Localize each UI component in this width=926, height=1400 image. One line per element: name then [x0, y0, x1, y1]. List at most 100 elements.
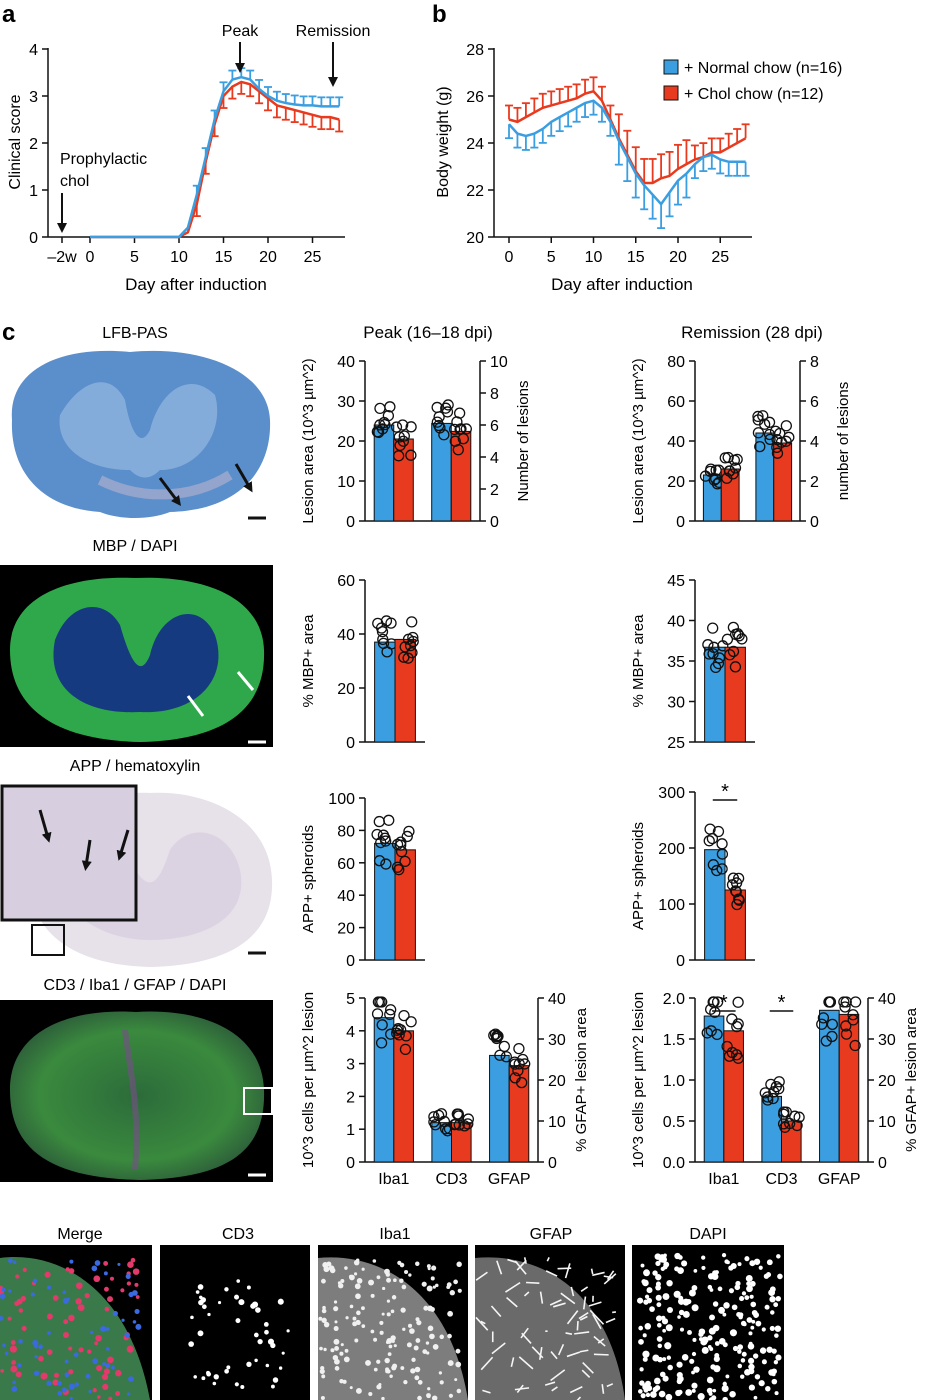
bar-ytick-label: 20	[337, 434, 355, 451]
data-point	[723, 1050, 736, 1062]
cell-dot	[775, 1295, 782, 1302]
data-point	[449, 435, 461, 447]
cell-dot	[701, 1265, 706, 1271]
gfap-fiber	[550, 1351, 558, 1360]
data-point	[840, 1020, 852, 1032]
cell-dot	[744, 1256, 750, 1262]
cell-dot	[278, 1366, 283, 1370]
data-point	[403, 825, 415, 838]
cell-dot	[656, 1302, 662, 1308]
cell-dot	[431, 1265, 437, 1271]
cell-dot	[411, 1357, 416, 1362]
cell-dot	[755, 1320, 762, 1327]
cell-dot	[662, 1293, 670, 1301]
data-point	[703, 648, 715, 660]
data-point	[824, 996, 837, 1008]
data-point	[385, 1004, 397, 1016]
cell-dot	[326, 1261, 332, 1267]
cell-dot	[432, 1285, 436, 1289]
cell-dot	[753, 1313, 759, 1318]
cell-dot	[417, 1380, 423, 1385]
cell-dot	[438, 1371, 443, 1375]
cell-dot	[771, 1378, 778, 1385]
app-inset-arrow-2	[81, 839, 92, 871]
data-point	[732, 996, 744, 1008]
cell-dot	[685, 1389, 693, 1396]
cell-dot	[16, 1298, 23, 1305]
cell-dot	[707, 1345, 712, 1349]
b-ytick-label: 24	[466, 136, 484, 153]
data-point	[838, 996, 850, 1008]
data-point	[428, 1111, 440, 1123]
bar-chol	[394, 638, 416, 743]
data-point	[397, 419, 409, 431]
bar-ylabel: Lesion area (10^3 µm^2)	[630, 358, 647, 523]
cell-dot	[334, 1320, 338, 1324]
data-point	[705, 463, 717, 475]
data-point	[448, 423, 461, 436]
a-xtick-label: 25	[304, 249, 322, 266]
cell-dot	[246, 1361, 252, 1367]
bar-ytick-label: 5	[346, 991, 355, 1008]
cell-dot	[697, 1393, 705, 1400]
cell-dot	[656, 1336, 663, 1342]
cell-dot	[661, 1318, 669, 1325]
cell-dot	[737, 1262, 742, 1267]
cell-dot	[416, 1320, 422, 1326]
a-ytick-label: 1	[29, 183, 38, 200]
bar-y2tick-label: 6	[490, 418, 499, 435]
cell-dot	[742, 1322, 747, 1327]
cell-dot	[12, 1380, 17, 1385]
cell-dot	[655, 1294, 662, 1301]
cell-dot	[662, 1357, 667, 1362]
gfap-fiber	[514, 1260, 527, 1275]
bar-ytick-label: 0.5	[663, 1114, 685, 1131]
cell-dot	[240, 1384, 245, 1389]
cell-dot	[645, 1324, 651, 1330]
cell-dot	[711, 1395, 717, 1400]
cd3-iba1-gfap-dapi-image	[0, 1000, 273, 1182]
cell-dot	[390, 1309, 395, 1314]
cell-dot	[77, 1298, 82, 1303]
cell-dot	[430, 1276, 435, 1281]
cell-dot	[384, 1357, 390, 1364]
cell-dot	[415, 1338, 421, 1343]
cell-dot	[446, 1282, 452, 1288]
panel-label-c: c	[2, 319, 15, 346]
cell-dot	[753, 1353, 759, 1359]
bar-category-label: Iba1	[708, 1171, 739, 1188]
bar-category-label: CD3	[435, 1171, 467, 1188]
bar-ytick-label: 0	[676, 953, 685, 970]
a-xtick-label: 20	[259, 249, 277, 266]
cell-dot	[385, 1367, 390, 1372]
data-point	[769, 425, 782, 437]
cell-dot	[714, 1341, 720, 1346]
cell-dot	[46, 1313, 53, 1320]
cell-dot	[766, 1259, 773, 1266]
bar-ytick-label: 1.5	[663, 1032, 685, 1049]
cell-dot	[286, 1329, 290, 1333]
cell-dot	[408, 1273, 412, 1277]
cell-dot	[77, 1304, 85, 1311]
cell-dot	[652, 1386, 659, 1393]
bar-ylabel: 10^3 cells per µm^2 lesion	[630, 992, 647, 1168]
cell-dot	[406, 1342, 412, 1348]
cell-dot	[737, 1363, 743, 1369]
bar-ytick-label: 0	[346, 735, 355, 752]
cell-dot	[645, 1392, 651, 1398]
bar-ytick-label: 80	[337, 823, 355, 840]
cell-dot	[758, 1380, 765, 1387]
img-title-app: APP / hematoxylin	[70, 758, 200, 775]
data-point	[712, 825, 725, 838]
data-point	[729, 885, 742, 897]
cell-dot	[447, 1310, 454, 1317]
data-point	[376, 1019, 388, 1031]
cell-dot	[8, 1258, 13, 1264]
cell-dot	[454, 1378, 458, 1382]
bar-chol	[838, 1013, 860, 1163]
cell-dot	[74, 1382, 79, 1387]
cell-dot	[664, 1342, 672, 1350]
cell-dot	[238, 1299, 245, 1306]
cell-dot	[707, 1335, 713, 1341]
